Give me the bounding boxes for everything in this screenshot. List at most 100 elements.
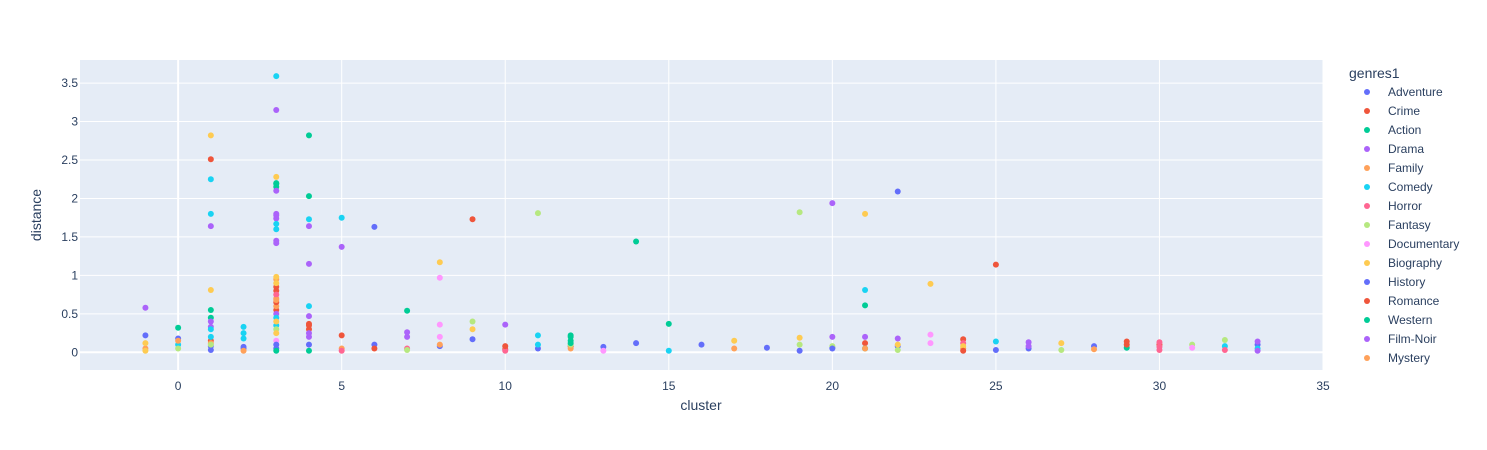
data-point[interactable] [273, 226, 280, 233]
data-point[interactable] [207, 132, 214, 139]
legend-item-adventure[interactable]: Adventure [1364, 85, 1443, 99]
data-point[interactable] [175, 337, 182, 344]
data-point[interactable] [829, 345, 836, 352]
data-point[interactable] [175, 345, 182, 352]
data-point[interactable] [371, 223, 378, 230]
data-point[interactable] [763, 344, 770, 351]
data-point[interactable] [796, 347, 803, 354]
data-point[interactable] [1221, 347, 1228, 353]
data-point[interactable] [469, 326, 476, 333]
data-point[interactable] [273, 180, 280, 187]
data-point[interactable] [207, 223, 214, 230]
data-point[interactable] [142, 347, 149, 354]
legend-item-family[interactable]: Family [1364, 161, 1423, 175]
data-point[interactable] [1254, 347, 1261, 354]
data-point[interactable] [305, 322, 312, 329]
data-point[interactable] [436, 341, 443, 348]
data-point[interactable] [305, 341, 312, 348]
data-point[interactable] [240, 347, 247, 354]
data-point[interactable] [1156, 347, 1163, 353]
data-point[interactable] [240, 335, 247, 342]
data-point[interactable] [305, 223, 312, 230]
data-point[interactable] [273, 173, 280, 180]
data-point[interactable] [305, 313, 312, 320]
data-point[interactable] [862, 345, 869, 352]
data-point[interactable] [240, 330, 247, 337]
data-point[interactable] [305, 330, 312, 337]
data-point[interactable] [1123, 341, 1130, 348]
data-point[interactable] [633, 238, 640, 245]
data-point[interactable] [273, 297, 280, 303]
data-point[interactable] [567, 333, 574, 340]
data-point[interactable] [273, 273, 280, 280]
data-point[interactable] [273, 220, 280, 227]
data-point[interactable] [207, 287, 214, 293]
data-point[interactable] [633, 340, 640, 347]
data-point[interactable] [1058, 340, 1065, 347]
data-point[interactable] [207, 210, 214, 217]
data-point[interactable] [273, 187, 280, 194]
data-point[interactable] [305, 347, 312, 354]
data-point[interactable] [240, 323, 247, 330]
data-point[interactable] [534, 341, 541, 348]
data-point[interactable] [371, 345, 378, 352]
data-point[interactable] [436, 321, 443, 328]
data-point[interactable] [534, 332, 541, 339]
data-point[interactable] [305, 193, 312, 200]
data-point[interactable] [862, 340, 869, 347]
data-point[interactable] [1058, 347, 1065, 353]
data-point[interactable] [436, 259, 443, 266]
data-point[interactable] [305, 303, 312, 310]
data-point[interactable] [1025, 343, 1032, 350]
legend-item-film-noir[interactable]: Film-Noir [1364, 332, 1437, 346]
data-point[interactable] [273, 73, 280, 80]
data-point[interactable] [207, 176, 214, 183]
data-point[interactable] [404, 329, 411, 336]
data-point[interactable] [698, 341, 705, 348]
data-point[interactable] [992, 261, 999, 268]
data-point[interactable] [436, 274, 443, 281]
data-point[interactable] [404, 307, 411, 314]
data-point[interactable] [207, 156, 214, 163]
data-point[interactable] [305, 260, 312, 267]
data-point[interactable] [207, 333, 214, 340]
data-point[interactable] [338, 332, 345, 339]
data-point[interactable] [567, 340, 574, 347]
data-point[interactable] [273, 291, 280, 298]
data-point[interactable] [207, 326, 214, 333]
data-point[interactable] [665, 347, 672, 354]
data-point[interactable] [894, 335, 901, 342]
legend-item-comedy[interactable]: Comedy [1364, 180, 1433, 194]
data-point[interactable] [829, 333, 836, 340]
data-point[interactable] [1221, 337, 1228, 343]
data-point[interactable] [894, 341, 901, 348]
data-point[interactable] [894, 188, 901, 195]
data-point[interactable] [862, 287, 869, 293]
data-point[interactable] [273, 347, 280, 354]
legend-item-history[interactable]: History [1364, 275, 1425, 289]
data-point[interactable] [731, 345, 738, 352]
data-point[interactable] [404, 347, 411, 353]
legend-item-documentary[interactable]: Documentary [1364, 237, 1459, 251]
data-point[interactable] [469, 336, 476, 343]
data-point[interactable] [207, 307, 214, 313]
data-point[interactable] [273, 280, 280, 287]
data-point[interactable] [502, 343, 509, 350]
data-point[interactable] [960, 343, 967, 350]
legend-item-fantasy[interactable]: Fantasy [1364, 218, 1431, 232]
legend-item-drama[interactable]: Drama [1364, 142, 1424, 156]
data-point[interactable] [207, 347, 214, 353]
data-point[interactable] [600, 347, 607, 354]
data-point[interactable] [404, 333, 411, 340]
data-point[interactable] [862, 333, 869, 340]
legend-item-western[interactable]: Western [1364, 313, 1432, 327]
data-point[interactable] [796, 341, 803, 348]
data-point[interactable] [796, 209, 803, 216]
legend-item-crime[interactable]: Crime [1364, 104, 1420, 118]
data-point[interactable] [927, 340, 934, 347]
data-point[interactable] [338, 243, 345, 250]
data-point[interactable] [829, 200, 836, 207]
data-point[interactable] [273, 341, 280, 348]
data-point[interactable] [1254, 338, 1261, 345]
data-point[interactable] [273, 318, 280, 325]
